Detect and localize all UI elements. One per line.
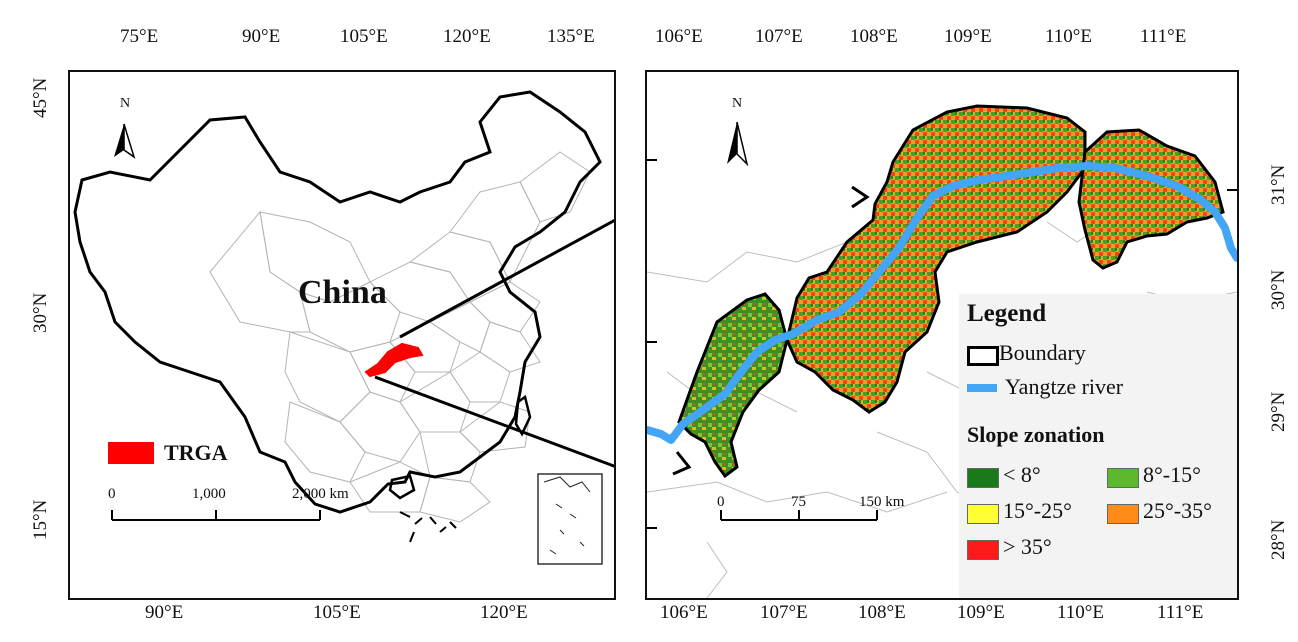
slope-label-8-15: 8°-15° <box>1143 462 1201 487</box>
right-bottom-lon-tick: 106°E <box>660 602 708 623</box>
north-arrow-icon <box>114 123 136 159</box>
right-scale-label: 150 km <box>859 494 905 510</box>
right-top-lon-tick: 110°E <box>1045 26 1092 47</box>
right-top-lon-tick: 107°E <box>755 26 803 47</box>
slope-swatch-25-35 <box>1107 504 1139 524</box>
right-bottom-lon-tick: 110°E <box>1057 602 1104 623</box>
right-bottom-lon-tick: 107°E <box>760 602 808 623</box>
left-scale-bar <box>111 510 321 521</box>
slope-label-15-25: 15°-25° <box>1003 498 1072 523</box>
left-top-lon-tick: 135°E <box>547 26 595 47</box>
china-map-panel: China N TRGA 0 1,000 2,000 km <box>68 70 616 600</box>
left-top-lon-tick: 75°E <box>120 26 159 47</box>
arrow-to-north <box>399 218 614 339</box>
right-lat-tick: 29°N <box>1268 391 1289 432</box>
trga-legend-label: TRGA <box>164 440 228 465</box>
slope-swatch-lt8 <box>967 468 999 488</box>
arrowhead-north <box>851 185 870 209</box>
left-north-label: N <box>120 96 131 111</box>
south-china-sea-inset <box>537 473 603 565</box>
china-outline <box>73 90 602 514</box>
right-north-label: N <box>732 96 743 111</box>
river-legend-swatch <box>967 384 997 392</box>
right-top-lon-tick: 106°E <box>655 26 703 47</box>
left-bottom-lon-tick: 105°E <box>313 602 361 623</box>
river-legend-label: Yangtze river <box>1005 374 1124 399</box>
left-bottom-lon-tick: 120°E <box>480 602 528 623</box>
right-lat-tick: 30°N <box>1268 269 1289 310</box>
china-map-canvas <box>73 90 614 565</box>
legend-title: Legend <box>967 300 1047 327</box>
legend-panel <box>959 294 1237 598</box>
right-bottom-lon-tick: 108°E <box>858 602 906 623</box>
left-lat-tick: 15°N <box>30 499 51 540</box>
left-top-lon-tick: 120°E <box>443 26 491 47</box>
slope-swatch-8-15 <box>1107 468 1139 488</box>
boundary-legend-swatch <box>967 346 999 366</box>
north-arrow-icon <box>727 121 749 167</box>
slope-swatch-15-25 <box>967 504 999 524</box>
left-bottom-lon-tick: 90°E <box>145 602 184 623</box>
china-label: China <box>298 274 387 311</box>
right-top-lon-tick: 108°E <box>850 26 898 47</box>
left-lat-tick: 30°N <box>30 292 51 333</box>
right-bottom-lon-tick: 111°E <box>1157 602 1204 623</box>
taiwan-island <box>514 394 532 437</box>
arrow-to-south <box>374 375 614 468</box>
right-top-lon-tick: 111°E <box>1140 26 1187 47</box>
left-lat-tick: 45°N <box>30 77 51 118</box>
trga-map-canvas <box>647 104 1237 598</box>
slope-label-25-35: 25°-35° <box>1143 498 1212 523</box>
trga-map-panel: N 0 75 150 km Legend Boundary Yangtze ri… <box>645 70 1239 600</box>
left-top-lon-tick: 90°E <box>242 26 281 47</box>
slope-swatch-gt35 <box>967 540 999 560</box>
slope-label-gt35: > 35° <box>1003 534 1052 559</box>
right-bottom-lon-tick: 109°E <box>957 602 1005 623</box>
right-scale-label: 0 <box>717 494 725 510</box>
arrowhead-south <box>672 451 692 476</box>
trga-highlight <box>364 342 424 378</box>
right-scale-label: 75 <box>791 494 806 510</box>
right-top-lon-tick: 109°E <box>944 26 992 47</box>
right-lat-tick: 28°N <box>1268 519 1289 560</box>
left-scale-label: 0 <box>108 486 116 502</box>
trga-legend-swatch <box>108 442 154 464</box>
left-scale-label: 2,000 km <box>292 486 349 502</box>
yangtze-river <box>647 162 1237 444</box>
boundary-legend-label: Boundary <box>999 340 1086 365</box>
slope-label-lt8: < 8° <box>1003 462 1041 487</box>
trga-central-region <box>785 104 1087 414</box>
left-top-lon-tick: 105°E <box>340 26 388 47</box>
left-scale-label: 1,000 <box>192 486 226 502</box>
slope-zonation-title: Slope zonation <box>967 422 1105 447</box>
south-sea-islands <box>399 511 457 543</box>
right-lat-tick: 31°N <box>1268 164 1289 205</box>
hainan-island <box>388 474 416 500</box>
right-scale-bar <box>720 510 878 521</box>
